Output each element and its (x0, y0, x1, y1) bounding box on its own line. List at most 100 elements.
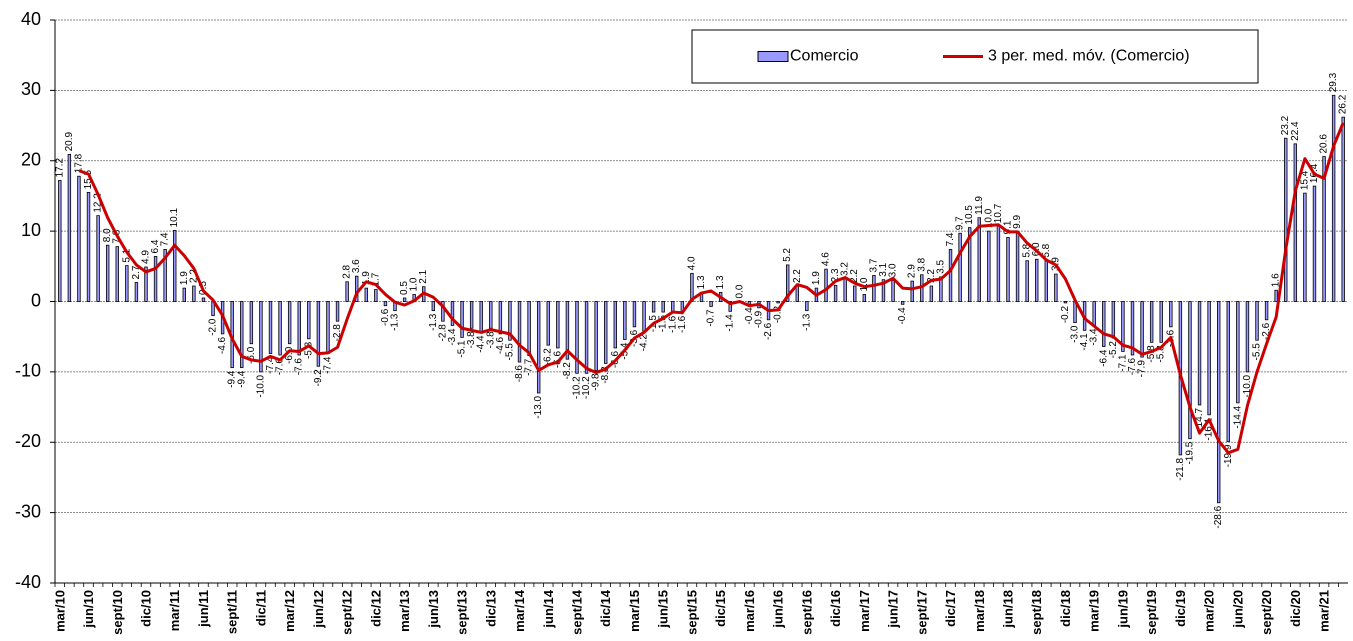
bar (604, 301, 608, 364)
bar (125, 265, 129, 302)
data-label: -5.1 (457, 340, 468, 358)
bar (153, 256, 158, 302)
bar (364, 287, 368, 302)
bar (862, 294, 867, 302)
bar (383, 301, 388, 307)
data-label: -7.9 (1137, 360, 1148, 378)
bar (1217, 301, 1221, 504)
bar (450, 301, 455, 326)
bar (297, 301, 301, 356)
bar (805, 301, 809, 312)
bar (402, 297, 407, 302)
data-label: -4.6 (217, 336, 228, 354)
data-label: -10.0 (1242, 374, 1253, 397)
data-label: 2.8 (342, 264, 353, 278)
bar (1111, 301, 1116, 339)
x-tick-label: dic/13 (483, 590, 498, 627)
data-label: 8.0 (102, 228, 113, 242)
data-label: 2.7 (131, 265, 142, 279)
data-label: 4.9 (140, 250, 151, 264)
bar (872, 275, 876, 302)
bar (77, 175, 81, 302)
x-tick-label: jun/10 (81, 590, 96, 629)
bar (1264, 301, 1269, 321)
x-tick-label: jun/19 (1115, 590, 1130, 629)
bar (833, 284, 838, 302)
bar (613, 301, 617, 349)
data-label: -1.3 (390, 313, 401, 331)
data-label: -1.3 (428, 313, 439, 331)
data-label: -7.6 (275, 358, 286, 376)
data-label: -2.6 (1261, 322, 1272, 340)
x-tick-label: sept/17 (914, 590, 929, 635)
data-label: -7.6 (294, 358, 305, 376)
bar (546, 301, 550, 346)
x-tick-label: dic/10 (138, 590, 153, 627)
bar (948, 249, 953, 302)
data-label: 10.5 (964, 205, 975, 225)
data-label: -10.2 (581, 376, 592, 399)
bar (824, 268, 828, 302)
x-tick-label: dic/14 (598, 589, 613, 627)
bar (1236, 301, 1240, 404)
data-label: 10.0 (983, 208, 994, 228)
bar (939, 276, 943, 302)
bar (642, 301, 646, 332)
bar (259, 301, 263, 373)
data-label: -0.4 (897, 307, 908, 325)
data-label: -19.5 (1184, 441, 1195, 464)
bar (623, 301, 627, 340)
bar (58, 180, 62, 302)
bar (498, 301, 503, 335)
bar (584, 301, 589, 374)
x-tick-label: mar/12 (282, 590, 297, 632)
bar (86, 192, 91, 302)
data-label: 10.1 (169, 208, 180, 228)
data-label: -14.4 (1232, 405, 1243, 428)
bar (795, 285, 799, 302)
bar (182, 287, 186, 302)
data-label: 2.9 (907, 264, 918, 278)
data-label: -2.0 (208, 318, 219, 336)
data-label: 2.2 (792, 269, 803, 283)
bar (632, 301, 637, 328)
data-label: -0.2 (773, 305, 784, 323)
data-label: 5.8 (1022, 243, 1033, 257)
bar (374, 289, 378, 302)
bar (853, 285, 857, 302)
data-label: -5.8 (1146, 345, 1157, 363)
bar (326, 301, 330, 354)
data-label: -3.4 (1089, 328, 1100, 346)
bar (1274, 289, 1278, 302)
x-tick-label: mar/18 (972, 590, 987, 632)
bar (1255, 301, 1259, 341)
data-label: 3.2 (840, 262, 851, 276)
data-label: 2.1 (418, 269, 429, 283)
data-label: -8.8 (600, 366, 611, 384)
bar (1322, 156, 1326, 302)
x-tick-label: sept/12 (340, 590, 355, 635)
data-label: 12.2 (93, 193, 104, 213)
x-tick-label: mar/16 (742, 590, 757, 632)
data-label: -9.8 (591, 373, 602, 391)
bar (115, 246, 119, 302)
data-label: 7.4 (945, 232, 956, 246)
data-label: -5.5 (1252, 343, 1263, 361)
data-label: 5.2 (782, 248, 793, 262)
bar (431, 301, 436, 312)
data-label: -4.4 (476, 335, 487, 353)
bar (1006, 237, 1010, 302)
data-label: -6.6 (552, 351, 563, 369)
bar (354, 275, 359, 302)
data-label: -7.4 (322, 356, 333, 374)
bar (1197, 301, 1202, 406)
x-tick-label: jun/14 (541, 589, 556, 628)
data-label: -28.6 (1213, 505, 1224, 528)
data-label: 4.0 (686, 256, 697, 270)
y-tick-label: -30 (15, 501, 41, 521)
data-label: 3.8 (916, 257, 927, 271)
bar (96, 215, 100, 302)
x-tick-label: dic/18 (1058, 590, 1073, 627)
y-tick-label: 30 (21, 79, 41, 99)
data-label: -19.9 (1223, 444, 1234, 467)
